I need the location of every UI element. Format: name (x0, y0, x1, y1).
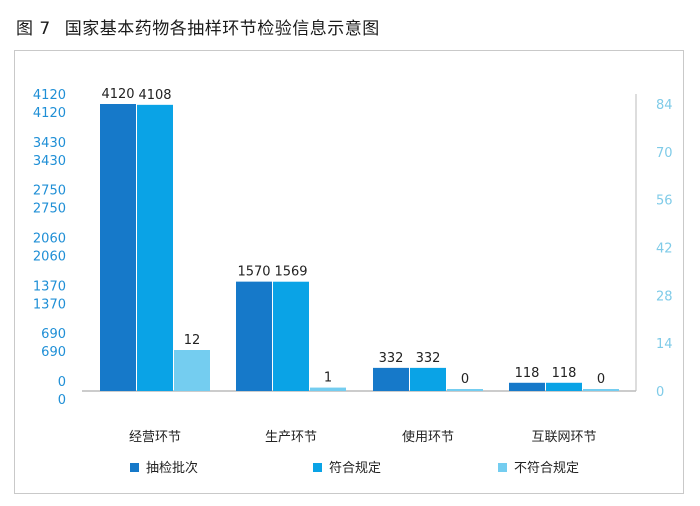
right-tick-label: 84 (656, 98, 673, 113)
data-label: 118 (515, 366, 540, 381)
data-label: 332 (379, 351, 404, 366)
bar-1 (236, 281, 272, 391)
category-label: 生产环节 (265, 430, 317, 445)
data-label: 1570 (237, 265, 270, 280)
category-label: 互联网环节 (531, 430, 596, 445)
data-label: 1 (324, 371, 332, 386)
left-tick-label: 4120 (33, 106, 66, 121)
right-tick-label: 70 (656, 146, 673, 161)
legend-swatch (498, 463, 507, 472)
bar-3 (583, 389, 619, 391)
chart-frame (14, 50, 684, 494)
data-label: 0 (597, 372, 605, 387)
left-tick-label: 1370 (33, 298, 66, 313)
legend-label: 符合规定 (329, 460, 381, 476)
bar-1 (100, 104, 136, 391)
bar-2 (137, 104, 173, 391)
left-tick-label: 3430 (33, 154, 66, 169)
figure-title: 图 7 国家基本药物各抽样环节检验信息示意图 (16, 14, 380, 39)
left-tick-label: 0 (58, 393, 66, 408)
left-tick-label: 690 (41, 345, 66, 360)
legend-label: 不符合规定 (514, 460, 579, 476)
bar-3 (174, 350, 210, 391)
right-tick-label: 14 (656, 337, 673, 352)
left-tick-label: 2060 (33, 250, 66, 265)
legend-swatch (130, 463, 139, 472)
data-label: 332 (416, 351, 441, 366)
category-label: 使用环节 (402, 429, 454, 445)
right-tick-label: 28 (656, 289, 673, 304)
left-tick-label: 2750 (33, 183, 66, 198)
figure-title-text: 国家基本药物各抽样环节检验信息示意图 (64, 19, 380, 39)
bar-3 (447, 389, 483, 391)
left-tick-label: 2750 (33, 201, 66, 216)
left-tick-label: 0 (58, 375, 66, 390)
left-tick-label: 1370 (33, 280, 66, 295)
bar-1 (509, 382, 545, 391)
bar-3 (310, 387, 346, 391)
legend-swatch (313, 463, 322, 472)
bar-1 (373, 367, 409, 391)
bar-2 (273, 281, 309, 391)
data-label: 12 (184, 333, 201, 348)
right-tick-label: 56 (656, 194, 673, 209)
bar-2 (546, 382, 582, 391)
bar-2 (410, 367, 446, 391)
data-label: 0 (461, 372, 469, 387)
left-tick-label: 2060 (33, 232, 66, 247)
data-label: 118 (552, 366, 577, 381)
left-tick-label: 3430 (33, 136, 66, 151)
data-label: 4108 (138, 88, 171, 103)
left-tick-label: 690 (41, 327, 66, 342)
right-tick-label: 0 (656, 385, 664, 400)
category-label: 经营环节 (129, 430, 181, 445)
right-tick-label: 42 (656, 242, 673, 257)
legend-label: 抽检批次 (146, 460, 198, 476)
data-label: 1569 (274, 265, 307, 280)
data-label: 4120 (101, 87, 134, 102)
figure-number: 图 7 (16, 19, 51, 39)
left-tick-label: 4120 (33, 88, 66, 103)
